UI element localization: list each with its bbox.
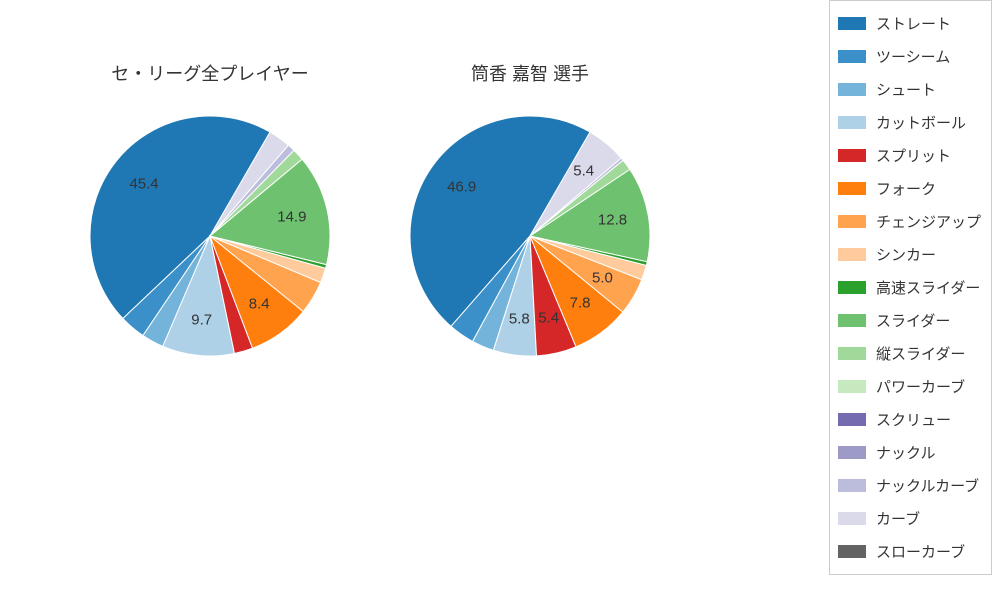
legend-label: スライダー (876, 310, 950, 331)
legend-item: シュート (838, 73, 981, 106)
legend-label: シュート (876, 79, 936, 100)
legend-swatch (838, 248, 866, 261)
legend-label: スローカーブ (876, 541, 965, 562)
legend-swatch (838, 50, 866, 63)
legend: ストレートツーシームシュートカットボールスプリットフォークチェンジアップシンカー… (829, 0, 992, 575)
legend-label: スクリュー (876, 409, 951, 430)
slice-value-label: 5.0 (592, 270, 613, 287)
legend-swatch (838, 116, 866, 129)
pie-chart: セ・リーグ全プレイヤー 45.4 9.7 8.4 14.9 (60, 60, 360, 396)
legend-item: スプリット (838, 139, 981, 172)
chart-title: 筒香 嘉智 選手 (380, 60, 680, 86)
legend-label: スプリット (876, 145, 951, 166)
slice-value-label: 5.4 (573, 163, 594, 180)
legend-item: パワーカーブ (838, 370, 981, 403)
legend-item: スクリュー (838, 403, 981, 436)
legend-swatch (838, 182, 866, 195)
slice-value-label: 14.9 (277, 209, 306, 226)
legend-item: ナックルカーブ (838, 469, 981, 502)
legend-label: シンカー (876, 244, 936, 265)
legend-label: ストレート (876, 13, 951, 34)
legend-label: ツーシーム (876, 46, 950, 67)
legend-swatch (838, 512, 866, 525)
legend-item: 高速スライダー (838, 271, 981, 304)
slice-value-label: 9.7 (191, 311, 212, 328)
legend-label: カーブ (876, 508, 920, 529)
slice-value-label: 46.9 (447, 179, 476, 196)
slice-value-label: 7.8 (570, 295, 591, 312)
legend-label: パワーカーブ (876, 376, 965, 397)
slice-value-label: 12.8 (598, 212, 627, 229)
legend-swatch (838, 314, 866, 327)
legend-item: ストレート (838, 7, 981, 40)
legend-swatch (838, 545, 866, 558)
legend-swatch (838, 17, 866, 30)
legend-swatch (838, 413, 866, 426)
legend-label: ナックルカーブ (876, 475, 979, 496)
slice-value-label: 45.4 (129, 175, 158, 192)
legend-item: 縦スライダー (838, 337, 981, 370)
legend-swatch (838, 347, 866, 360)
legend-label: カットボール (876, 112, 966, 133)
legend-item: スライダー (838, 304, 981, 337)
legend-item: ナックル (838, 436, 981, 469)
legend-swatch (838, 479, 866, 492)
legend-item: カットボール (838, 106, 981, 139)
legend-item: フォーク (838, 172, 981, 205)
legend-item: シンカー (838, 238, 981, 271)
legend-label: フォーク (876, 178, 936, 199)
legend-item: ツーシーム (838, 40, 981, 73)
legend-label: 縦スライダー (876, 343, 965, 364)
legend-swatch (838, 149, 866, 162)
legend-swatch (838, 83, 866, 96)
legend-swatch (838, 215, 866, 228)
legend-swatch (838, 281, 866, 294)
legend-label: ナックル (876, 442, 936, 463)
legend-item: チェンジアップ (838, 205, 981, 238)
pie-chart: 筒香 嘉智 選手 46.9 5.8 5.4 7.85.0 12.8 5.4 (380, 60, 680, 396)
legend-swatch (838, 380, 866, 393)
legend-item: スローカーブ (838, 535, 981, 568)
legend-item: カーブ (838, 502, 981, 535)
legend-label: 高速スライダー (876, 277, 980, 298)
chart-title: セ・リーグ全プレイヤー (60, 60, 360, 86)
slice-value-label: 8.4 (249, 296, 270, 313)
slice-value-label: 5.8 (509, 311, 530, 328)
legend-label: チェンジアップ (876, 211, 981, 232)
slice-value-label: 5.4 (538, 309, 559, 326)
legend-swatch (838, 446, 866, 459)
